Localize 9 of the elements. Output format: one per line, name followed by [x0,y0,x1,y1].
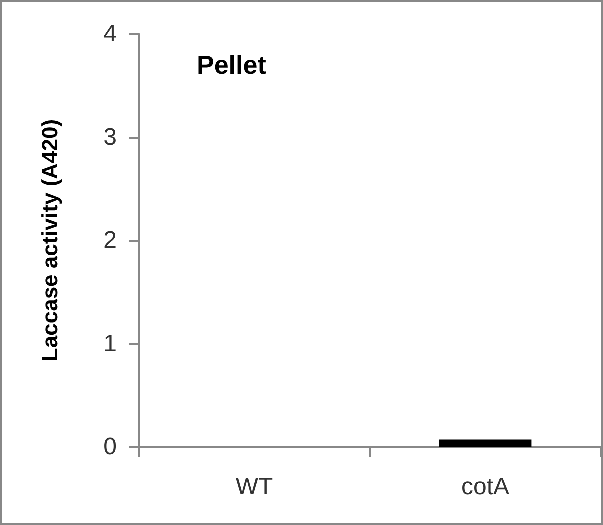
y-tick-label: 4 [104,20,117,48]
y-tick-label: 0 [104,434,117,460]
y-tick-label: 1 [104,330,117,358]
y-tick-label: 2 [104,227,117,254]
x-tick-label: WT [236,474,274,500]
y-axis-title: Laccase activity (A420) [38,119,62,362]
x-tick-label: cotA [461,474,510,500]
y-tick-label: 3 [104,124,117,151]
text: Pellet [197,50,267,80]
